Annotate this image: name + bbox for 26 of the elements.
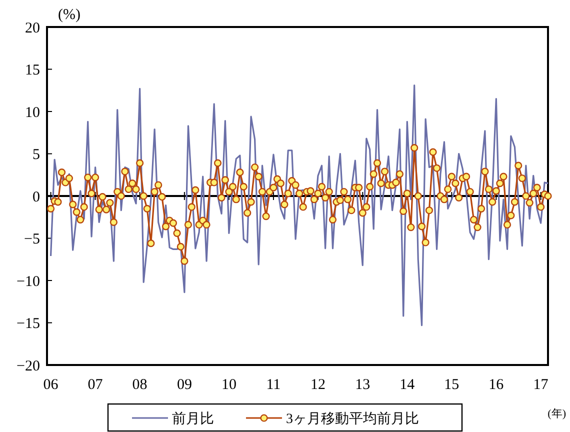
x-axis-title: (年) [548,408,566,420]
line-series [50,84,549,326]
x-tick-label: 13 [355,377,370,393]
x-tick-label: 12 [310,377,326,393]
x-tick-label: 09 [176,377,192,393]
legend-label: 前月比 [172,410,214,427]
x-tick-label: 10 [221,377,236,393]
legend-label: 3ヶ月移動平均前月比 [286,410,419,427]
x-tick-label: 17 [533,377,549,393]
y-tick-label: 20 [25,20,40,36]
y-tick-label: −10 [16,274,40,290]
y-tick-label: 15 [25,62,40,78]
x-tick-label: 06 [43,377,59,393]
x-tick-label: 11 [266,377,281,393]
y-tick-label: −5 [24,232,40,248]
y-tick-label: 0 [32,189,40,206]
x-tick-label: 14 [400,377,416,393]
x-tick-label: 07 [88,377,104,393]
x-tick-label: 15 [444,377,460,393]
x-tick-label: 08 [132,377,148,393]
y-tick-label: −20 [16,358,40,374]
y-tick-label: −15 [16,316,40,332]
y-axis-title: (%) [58,7,80,23]
y-tick-label: 10 [25,104,40,121]
y-tick-label: 5 [32,147,40,163]
x-tick-label: 16 [488,377,504,393]
